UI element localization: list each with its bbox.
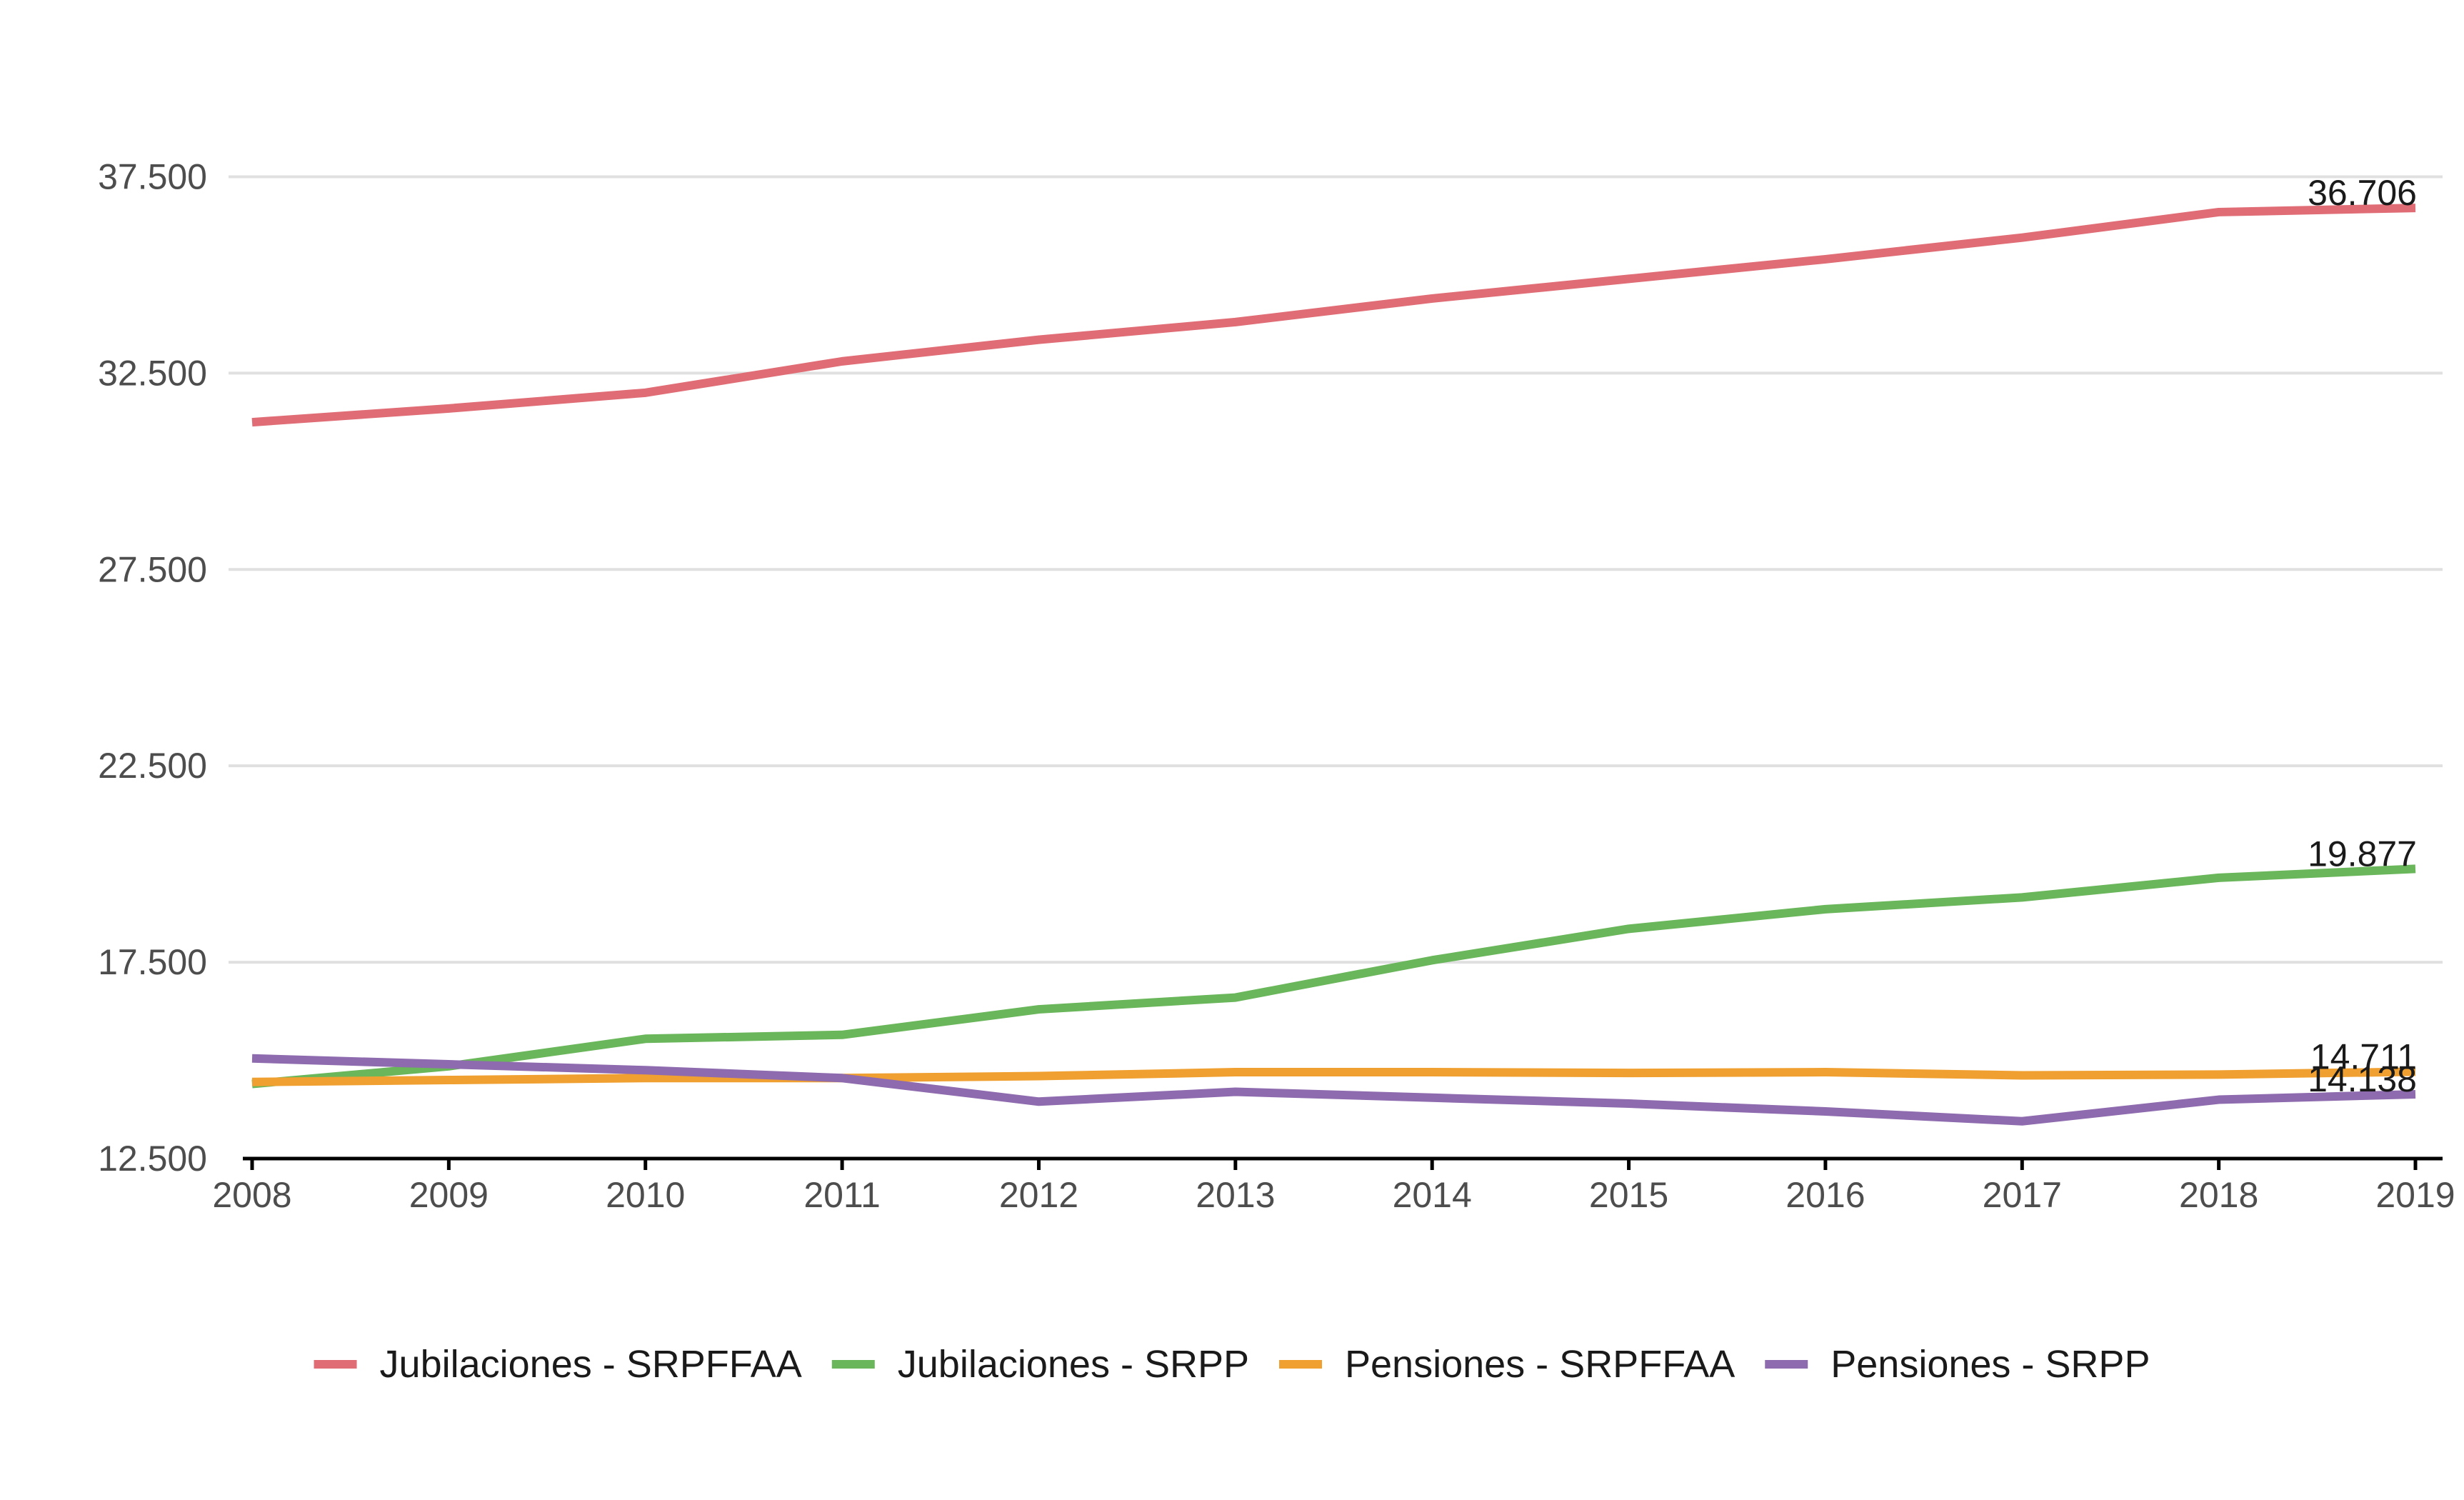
x-tick-label: 2009 xyxy=(409,1175,489,1215)
series-line-jubilaciones-srpp xyxy=(251,864,2416,1089)
x-tick-label: 2015 xyxy=(1589,1175,1668,1215)
series-line-pensiones-srpp xyxy=(251,1054,2416,1126)
legend-label: Jubilaciones - SRPP xyxy=(898,1343,1249,1386)
series-line-pensiones-srpffaa xyxy=(251,1067,2416,1086)
x-tick-label: 2014 xyxy=(1393,1175,1472,1215)
x-tick-label: 2016 xyxy=(1786,1175,1865,1215)
gridlines xyxy=(229,175,2443,964)
end-label-jubilaciones-srpffaa: 36.706 xyxy=(2308,173,2417,213)
y-tick-label: 37.500 xyxy=(98,156,207,196)
x-tick-label: 2011 xyxy=(803,1175,881,1215)
end-label-jubilaciones-srpp: 19.877 xyxy=(2308,834,2417,874)
y-axis-tick-labels: 12.500 17.500 22.500 27.500 32.500 37.500 xyxy=(98,156,207,1179)
x-tick-label: 2017 xyxy=(1983,1175,2062,1215)
legend-item: Pensiones - SRPP xyxy=(1765,1343,2150,1386)
y-tick-label: 22.500 xyxy=(98,746,207,786)
x-tick-label: 2010 xyxy=(606,1175,685,1215)
x-tick-label: 2013 xyxy=(1196,1175,1275,1215)
legend: Jubilaciones - SRPFFAA Jubilaciones - SRP… xyxy=(314,1343,2150,1386)
legend-label: Pensiones - SRPP xyxy=(1831,1343,2150,1386)
x-axis: 2008 2009 2010 2011 2012 2013 2014 2015 2016 2017… xyxy=(212,1156,2455,1215)
y-tick-label: 32.500 xyxy=(98,353,207,393)
end-label-pensiones-srpp: 14.138 xyxy=(2308,1059,2417,1099)
legend-item: Pensiones - SRPFFAA xyxy=(1279,1343,1735,1386)
legend-label: Pensiones - SRPFFAA xyxy=(1345,1343,1735,1386)
series-line-jubilaciones-srpffaa xyxy=(251,204,2416,427)
series-lines xyxy=(251,204,2416,1126)
end-label-pensiones-srpffaa: 14.711 xyxy=(2310,1036,2417,1076)
x-tick-label: 2019 xyxy=(2375,1175,2455,1215)
x-tick-label: 2012 xyxy=(999,1175,1078,1215)
x-tick-label: 2018 xyxy=(2179,1175,2258,1215)
x-tick-label: 2008 xyxy=(212,1175,291,1215)
legend-label: Jubilaciones - SRPFFAA xyxy=(380,1343,802,1386)
y-tick-label: 27.500 xyxy=(98,549,207,589)
y-tick-label: 12.500 xyxy=(98,1139,207,1179)
legend-item: Jubilaciones - SRPFFAA xyxy=(314,1343,802,1386)
legend-item: Jubilaciones - SRPP xyxy=(831,1343,1249,1386)
y-tick-label: 17.500 xyxy=(98,942,207,982)
